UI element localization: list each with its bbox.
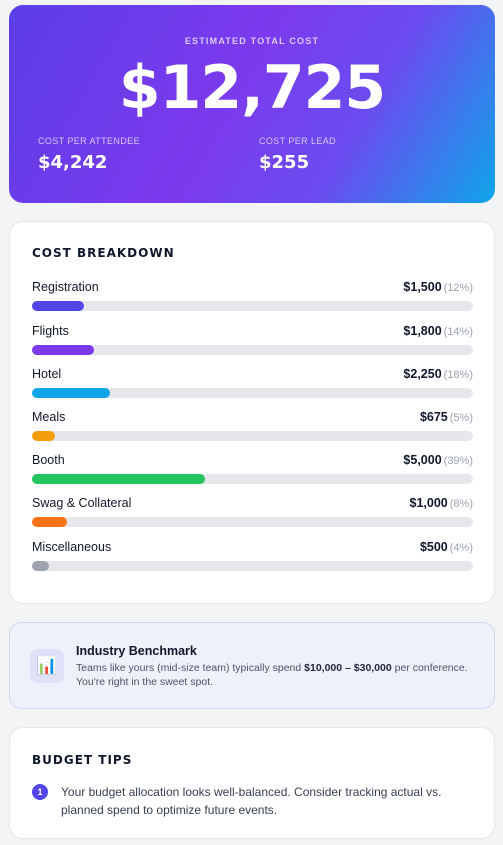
breakdown-row-swag: Swag & Collateral $1,000 (8%) — [32, 496, 473, 530]
breakdown-item-percent: (8%) — [449, 498, 473, 510]
breakdown-item-percent: (12%) — [443, 282, 473, 294]
tip-number-badge: 1 — [32, 784, 48, 800]
breakdown-item-percent: (14%) — [443, 326, 473, 338]
benchmark-text: Teams like yours (mid-size team) typical… — [76, 661, 476, 689]
breakdown-row-registration: Registration $1,500 (12%) — [32, 280, 473, 314]
breakdown-item-name: Hotel — [32, 367, 62, 381]
total-cost-label: ESTIMATED TOTAL COST — [184, 36, 320, 46]
industry-benchmark-panel: 📊 Industry Benchmark Teams like yours (m… — [9, 622, 495, 709]
progress-fill-miscellaneous — [32, 561, 50, 571]
breakdown-item-name: Flights — [32, 324, 69, 338]
cost-per-attendee-value: $4,242 — [38, 152, 108, 173]
progress-track — [32, 517, 473, 527]
benchmark-title: Industry Benchmark — [76, 644, 197, 658]
breakdown-item-name: Booth — [32, 453, 65, 467]
breakdown-row-hotel: Hotel $2,250 (18%) — [32, 367, 473, 401]
progress-track — [32, 345, 473, 355]
breakdown-row-flights: Flights $1,800 (14%) — [32, 324, 473, 358]
breakdown-item-percent: (39%) — [443, 455, 473, 467]
bar-chart-icon: 📊 — [30, 649, 64, 683]
cost-per-lead-label: COST PER LEAD — [259, 136, 337, 146]
cost-per-lead: COST PER LEAD $255 — [259, 136, 336, 173]
breakdown-item-amount: $5,000 — [403, 453, 442, 467]
cost-breakdown-card: COST BREAKDOWN Registration $1,500 (12%) … — [9, 221, 495, 604]
total-cost-summary: ESTIMATED TOTAL COST $12,725 COST PER AT… — [9, 5, 495, 203]
progress-track — [32, 474, 473, 484]
breakdown-item-percent: (5%) — [449, 412, 473, 424]
breakdown-row-miscellaneous: Miscellaneous $500 (4%) — [32, 540, 473, 574]
breakdown-item-amount: $2,250 — [403, 367, 442, 381]
total-cost-value: $12,725 — [118, 53, 386, 123]
breakdown-item-name: Meals — [32, 410, 66, 424]
progress-track — [32, 431, 473, 441]
breakdown-item-amount: $1,000 — [409, 496, 448, 510]
breakdown-item-amount: $500 — [419, 540, 448, 554]
benchmark-text-before: Teams like yours (mid-size team) typical… — [76, 662, 305, 674]
breakdown-item-percent: (4%) — [449, 542, 473, 554]
progress-track — [32, 301, 473, 311]
breakdown-item-amount: $675 — [419, 410, 448, 424]
breakdown-item-name: Registration — [32, 280, 99, 294]
breakdown-row-meals: Meals $675 (5%) — [32, 410, 473, 444]
breakdown-item-percent: (18%) — [443, 369, 473, 381]
budget-tips-card: BUDGET TIPS 1 Your budget allocation loo… — [9, 727, 495, 839]
tip-text: Your budget allocation looks well-balanc… — [61, 785, 442, 817]
progress-fill-meals — [32, 431, 56, 441]
cost-per-attendee: COST PER ATTENDEE $4,242 — [38, 136, 140, 173]
breakdown-row-booth: Booth $5,000 (39%) — [32, 453, 473, 487]
progress-track — [32, 561, 473, 571]
breakdown-item-amount: $1,500 — [403, 280, 442, 294]
cost-breakdown-title: COST BREAKDOWN — [32, 246, 175, 260]
cost-per-lead-value: $255 — [259, 152, 310, 173]
budget-tips-title: BUDGET TIPS — [32, 753, 133, 767]
progress-fill-flights — [32, 345, 95, 355]
progress-fill-registration — [32, 301, 85, 311]
progress-fill-swag — [32, 517, 67, 527]
breakdown-item-name: Miscellaneous — [32, 540, 112, 554]
progress-fill-booth — [32, 474, 206, 484]
breakdown-item-amount: $1,800 — [403, 324, 442, 338]
cost-per-attendee-label: COST PER ATTENDEE — [38, 136, 140, 146]
progress-fill-hotel — [32, 388, 111, 398]
progress-track — [32, 388, 473, 398]
benchmark-text-after: per conference. You're right in the swee… — [76, 662, 468, 688]
benchmark-range: $10,000 – $30,000 — [304, 662, 392, 674]
breakdown-item-name: Swag & Collateral — [32, 496, 132, 510]
